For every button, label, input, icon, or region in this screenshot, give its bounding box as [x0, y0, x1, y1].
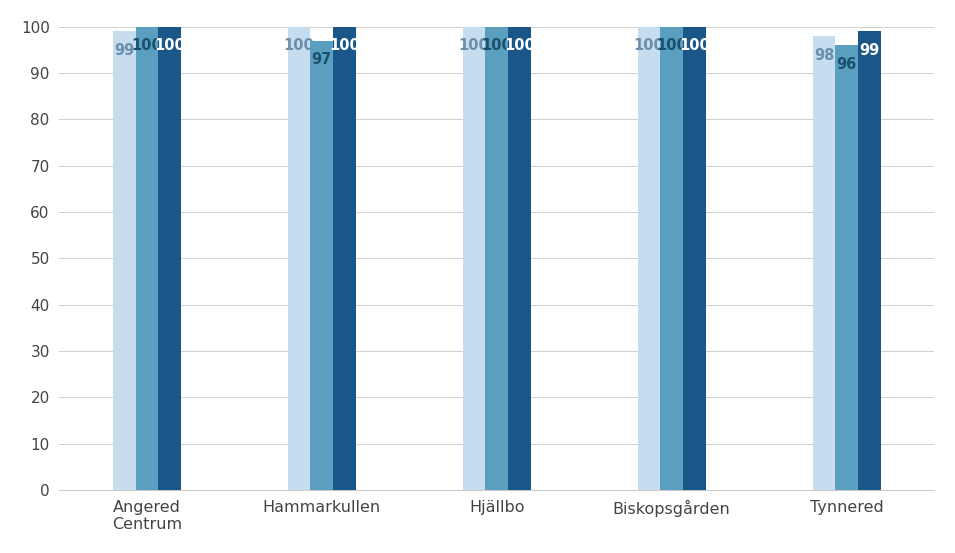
- Bar: [508, 27, 531, 490]
- Bar: [638, 27, 660, 490]
- Bar: [683, 27, 706, 490]
- Text: 100: 100: [633, 38, 665, 54]
- Bar: [113, 32, 136, 490]
- Text: 99: 99: [860, 43, 880, 58]
- Bar: [159, 27, 181, 490]
- Text: 99: 99: [114, 43, 135, 58]
- Text: 97: 97: [311, 53, 332, 67]
- Bar: [136, 27, 159, 490]
- Bar: [813, 36, 836, 490]
- Text: 98: 98: [814, 48, 834, 62]
- Text: 100: 100: [132, 38, 162, 54]
- Bar: [836, 45, 858, 490]
- Text: 100: 100: [329, 38, 360, 54]
- Text: 100: 100: [679, 38, 710, 54]
- Text: 100: 100: [481, 38, 512, 54]
- Text: 100: 100: [284, 38, 314, 54]
- Bar: [858, 32, 881, 490]
- Bar: [485, 27, 508, 490]
- Text: 96: 96: [837, 57, 857, 72]
- Bar: [660, 27, 683, 490]
- Text: 100: 100: [656, 38, 687, 54]
- Text: 100: 100: [504, 38, 535, 54]
- Text: 100: 100: [458, 38, 489, 54]
- Text: 100: 100: [155, 38, 185, 54]
- Bar: [462, 27, 485, 490]
- Bar: [287, 27, 310, 490]
- Bar: [333, 27, 356, 490]
- Bar: [310, 41, 333, 490]
